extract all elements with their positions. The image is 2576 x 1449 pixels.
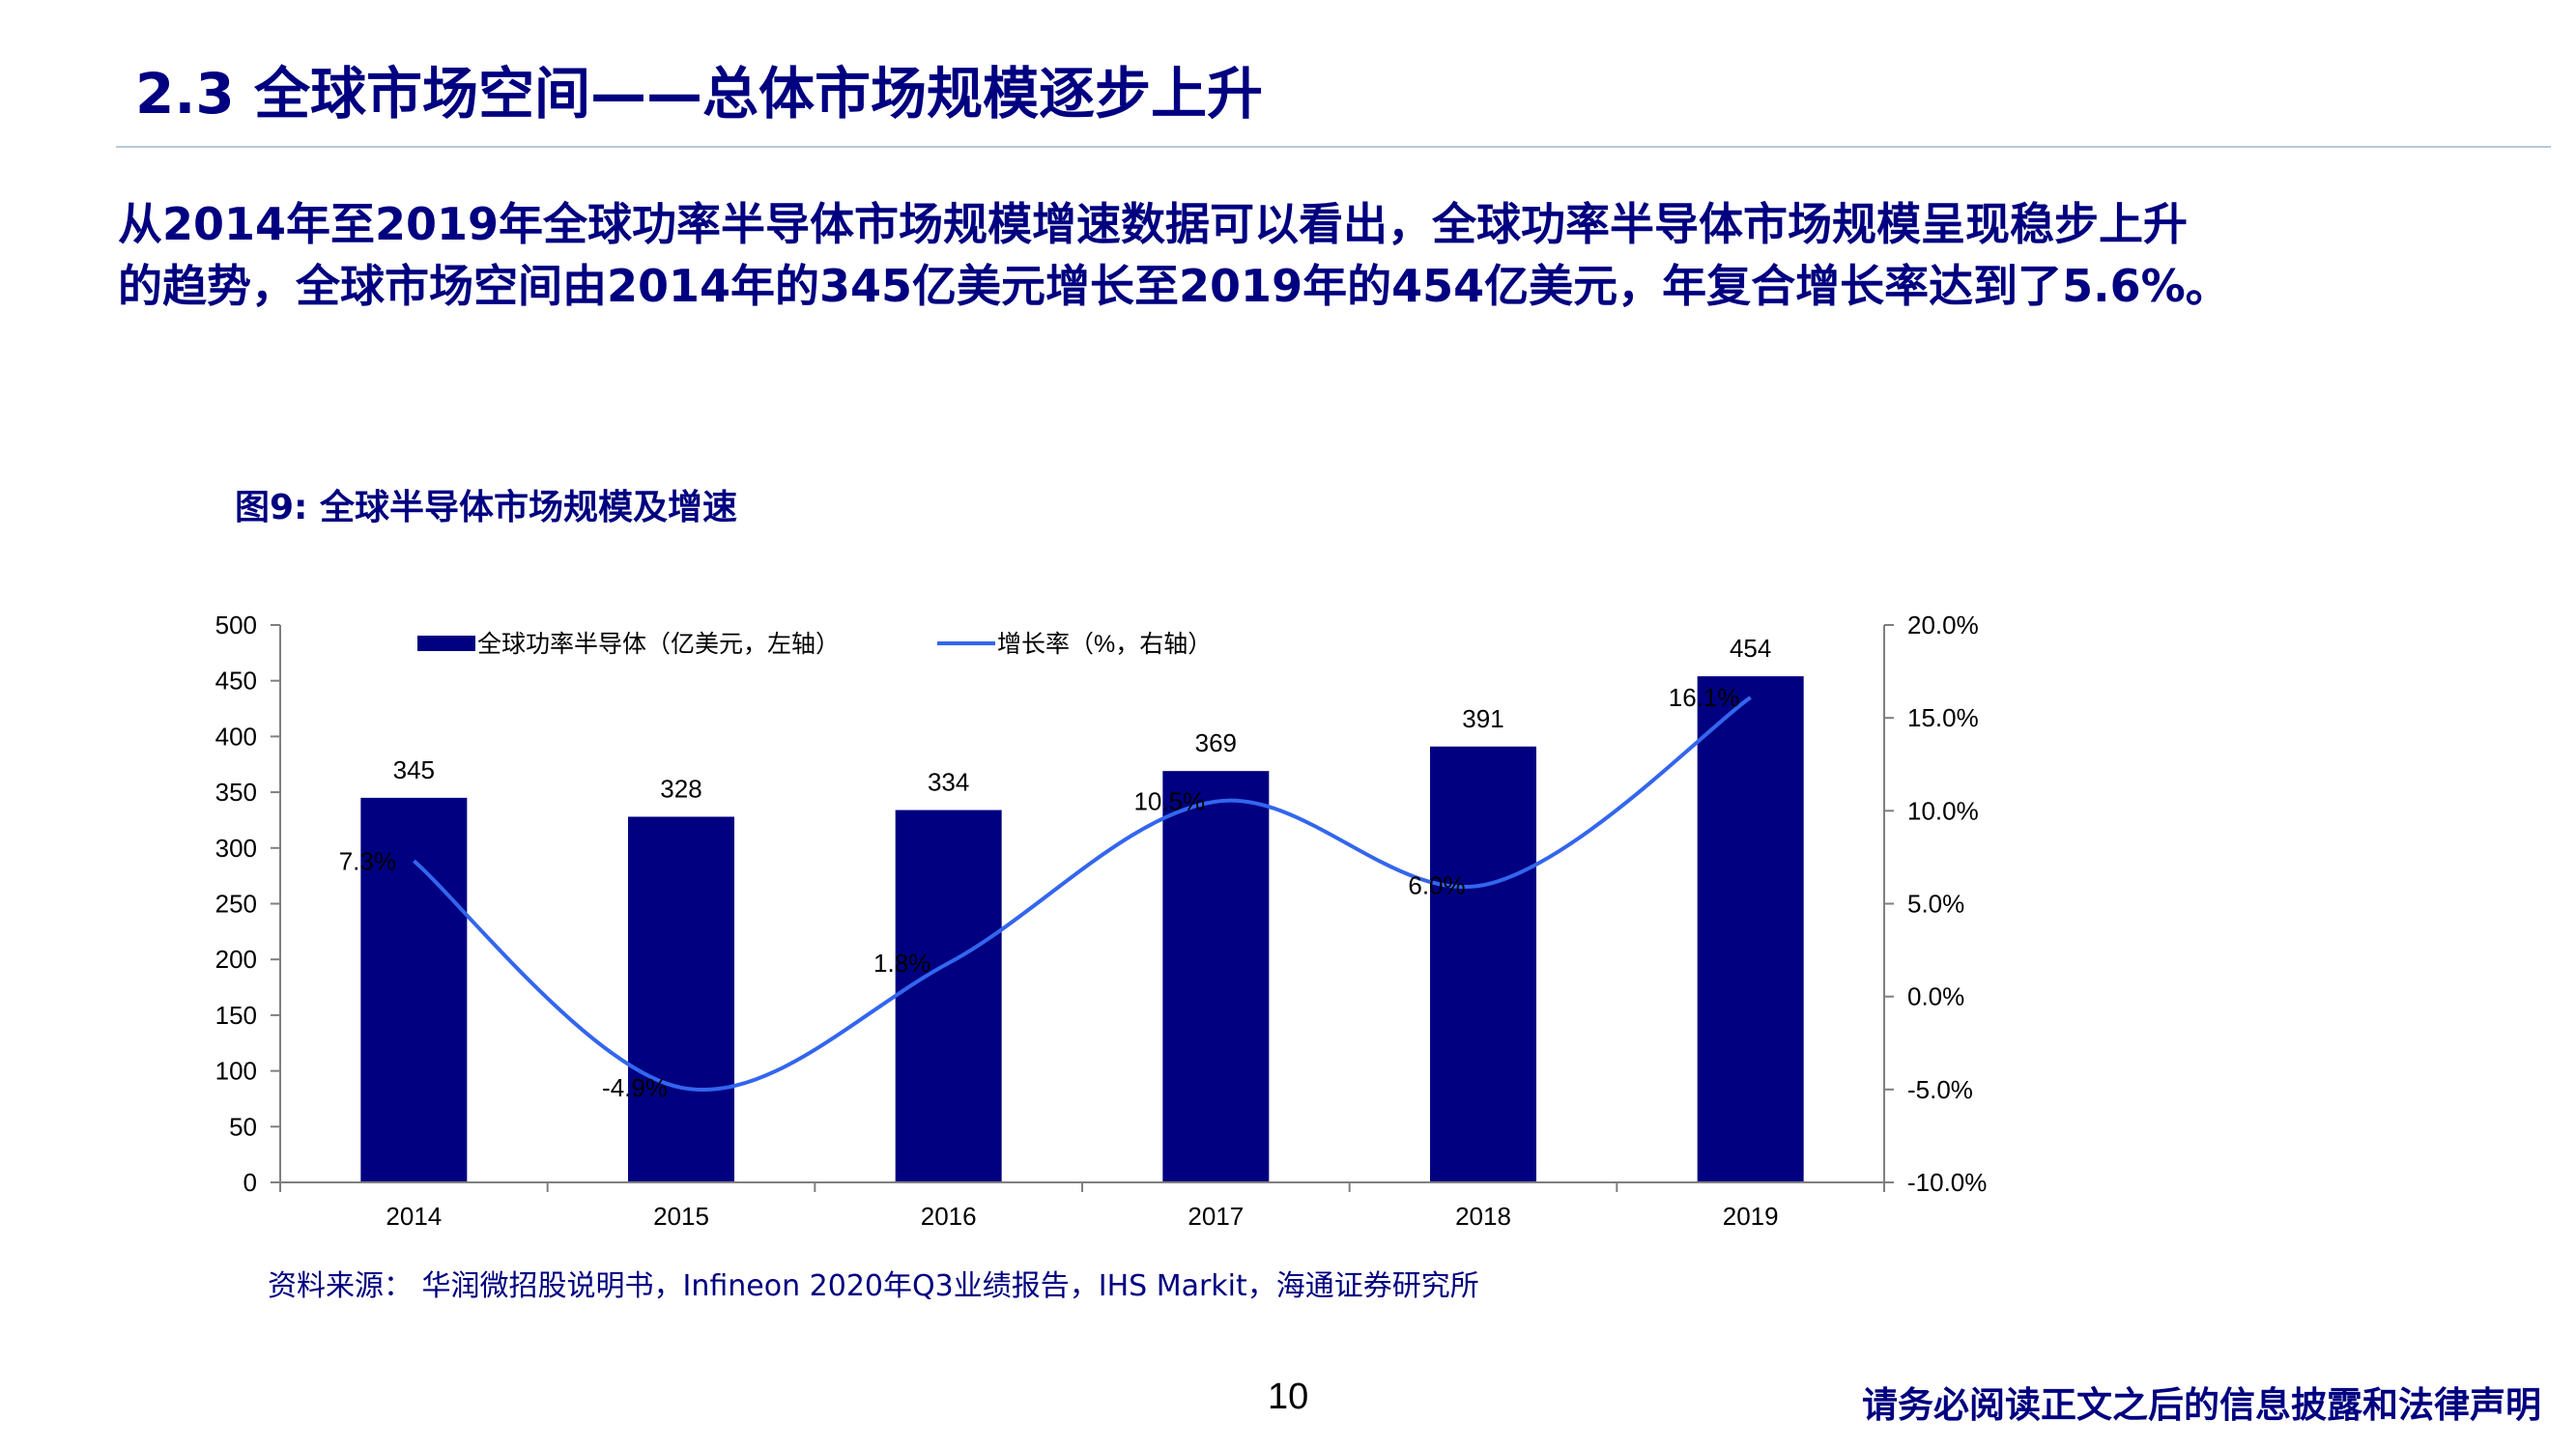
x-tick-label: 2014 (386, 1202, 442, 1231)
left-tick-label: 450 (215, 667, 257, 696)
title-divider (116, 146, 2551, 148)
left-tick-label: 250 (215, 890, 257, 919)
source-note: 资料来源： 华润微招股说明书，Infineon 2020年Q3业绩报告，IHS … (268, 1269, 1479, 1303)
left-tick-label: 150 (215, 1001, 257, 1030)
right-tick-label: 0.0% (1907, 982, 1964, 1011)
bar-2019 (1697, 676, 1804, 1182)
left-tick-label: 50 (229, 1112, 257, 1141)
growth-value-label: 6.0% (1408, 870, 1465, 899)
bar-value-label: 454 (1730, 634, 1771, 663)
legend-bar-swatch (417, 636, 475, 651)
bar-2016 (895, 810, 1002, 1182)
intro-paragraph: 从2014年至2019年全球功率半导体市场规模增速数据可以看出，全球功率半导体市… (118, 193, 2485, 317)
bar-labels-layer: 345 328 334 369 391 454 (393, 634, 1772, 803)
x-tick-label: 2015 (653, 1202, 709, 1231)
left-tick-label: 350 (215, 778, 257, 807)
left-tick-label: 500 (215, 611, 257, 639)
growth-line-layer (413, 696, 1752, 1092)
line-labels-layer: 7.3% -4.9% 1.8% 10.5% 6.0% 16.1% (339, 683, 1740, 1102)
left-tick-label: 200 (215, 945, 257, 974)
intro-line-2: 的趋势，全球市场空间由2014年的345亿美元增长至2019年的454亿美元，年… (118, 260, 2230, 312)
growth-value-label: 10.5% (1133, 787, 1205, 816)
bar-value-label: 345 (393, 755, 435, 784)
left-tick-label: 100 (215, 1057, 257, 1086)
left-tick-label: 400 (215, 722, 257, 751)
chart-legend: 全球功率半导体（亿美元，左轴） 增长率（%，右轴） (417, 631, 1212, 658)
x-tick-label: 2018 (1455, 1202, 1511, 1231)
left-tick-label: 300 (215, 834, 257, 863)
intro-line-1: 从2014年至2019年全球功率半导体市场规模增速数据可以看出，全球功率半导体市… (118, 198, 2189, 250)
bar-2018 (1430, 746, 1536, 1182)
x-tick-label: 2019 (1723, 1202, 1779, 1231)
growth-value-label: 16.1% (1669, 683, 1740, 712)
right-tick-label: 20.0% (1907, 611, 1979, 639)
growth-value-label: 1.8% (873, 949, 930, 978)
figure-caption: 图9: 全球半导体市场规模及增速 (235, 488, 737, 527)
disclaimer-link[interactable]: 请务必阅读正文之后的信息披露和法律声明 (1862, 1384, 2541, 1426)
right-tick-label: 15.0% (1907, 703, 1979, 732)
legend-bar-label: 全球功率半导体（亿美元，左轴） (477, 631, 840, 658)
bar-value-label: 334 (928, 768, 969, 797)
bar-value-label: 369 (1195, 728, 1237, 757)
right-tick-label: -5.0% (1907, 1075, 1973, 1104)
x-tick-label: 2017 (1188, 1202, 1244, 1231)
bar-2015 (628, 816, 734, 1182)
left-tick-label: 0 (243, 1168, 257, 1197)
growth-rate-line (413, 696, 1752, 1092)
bar-value-label: 391 (1462, 704, 1503, 733)
right-tick-label: -10.0% (1907, 1168, 1987, 1197)
x-tick-label: 2016 (921, 1202, 977, 1231)
slide-title: 2.3 全球市场空间——总体市场规模逐步上升 (135, 61, 1263, 127)
growth-value-label: 7.3% (339, 846, 396, 875)
axes-layer: 0 50 100 150 200 250 300 350 400 450 500 -10.0% -5.0… (215, 611, 1988, 1231)
bars-layer (360, 676, 1804, 1182)
legend-line-label: 增长率（%，右轴） (997, 631, 1212, 658)
right-tick-label: 10.0% (1907, 796, 1979, 825)
growth-value-label: -4.9% (602, 1073, 668, 1102)
right-tick-label: 5.0% (1907, 890, 1964, 919)
bar-2017 (1162, 771, 1270, 1182)
bar-value-label: 328 (660, 774, 701, 803)
page-number: 10 (1268, 1377, 1309, 1417)
